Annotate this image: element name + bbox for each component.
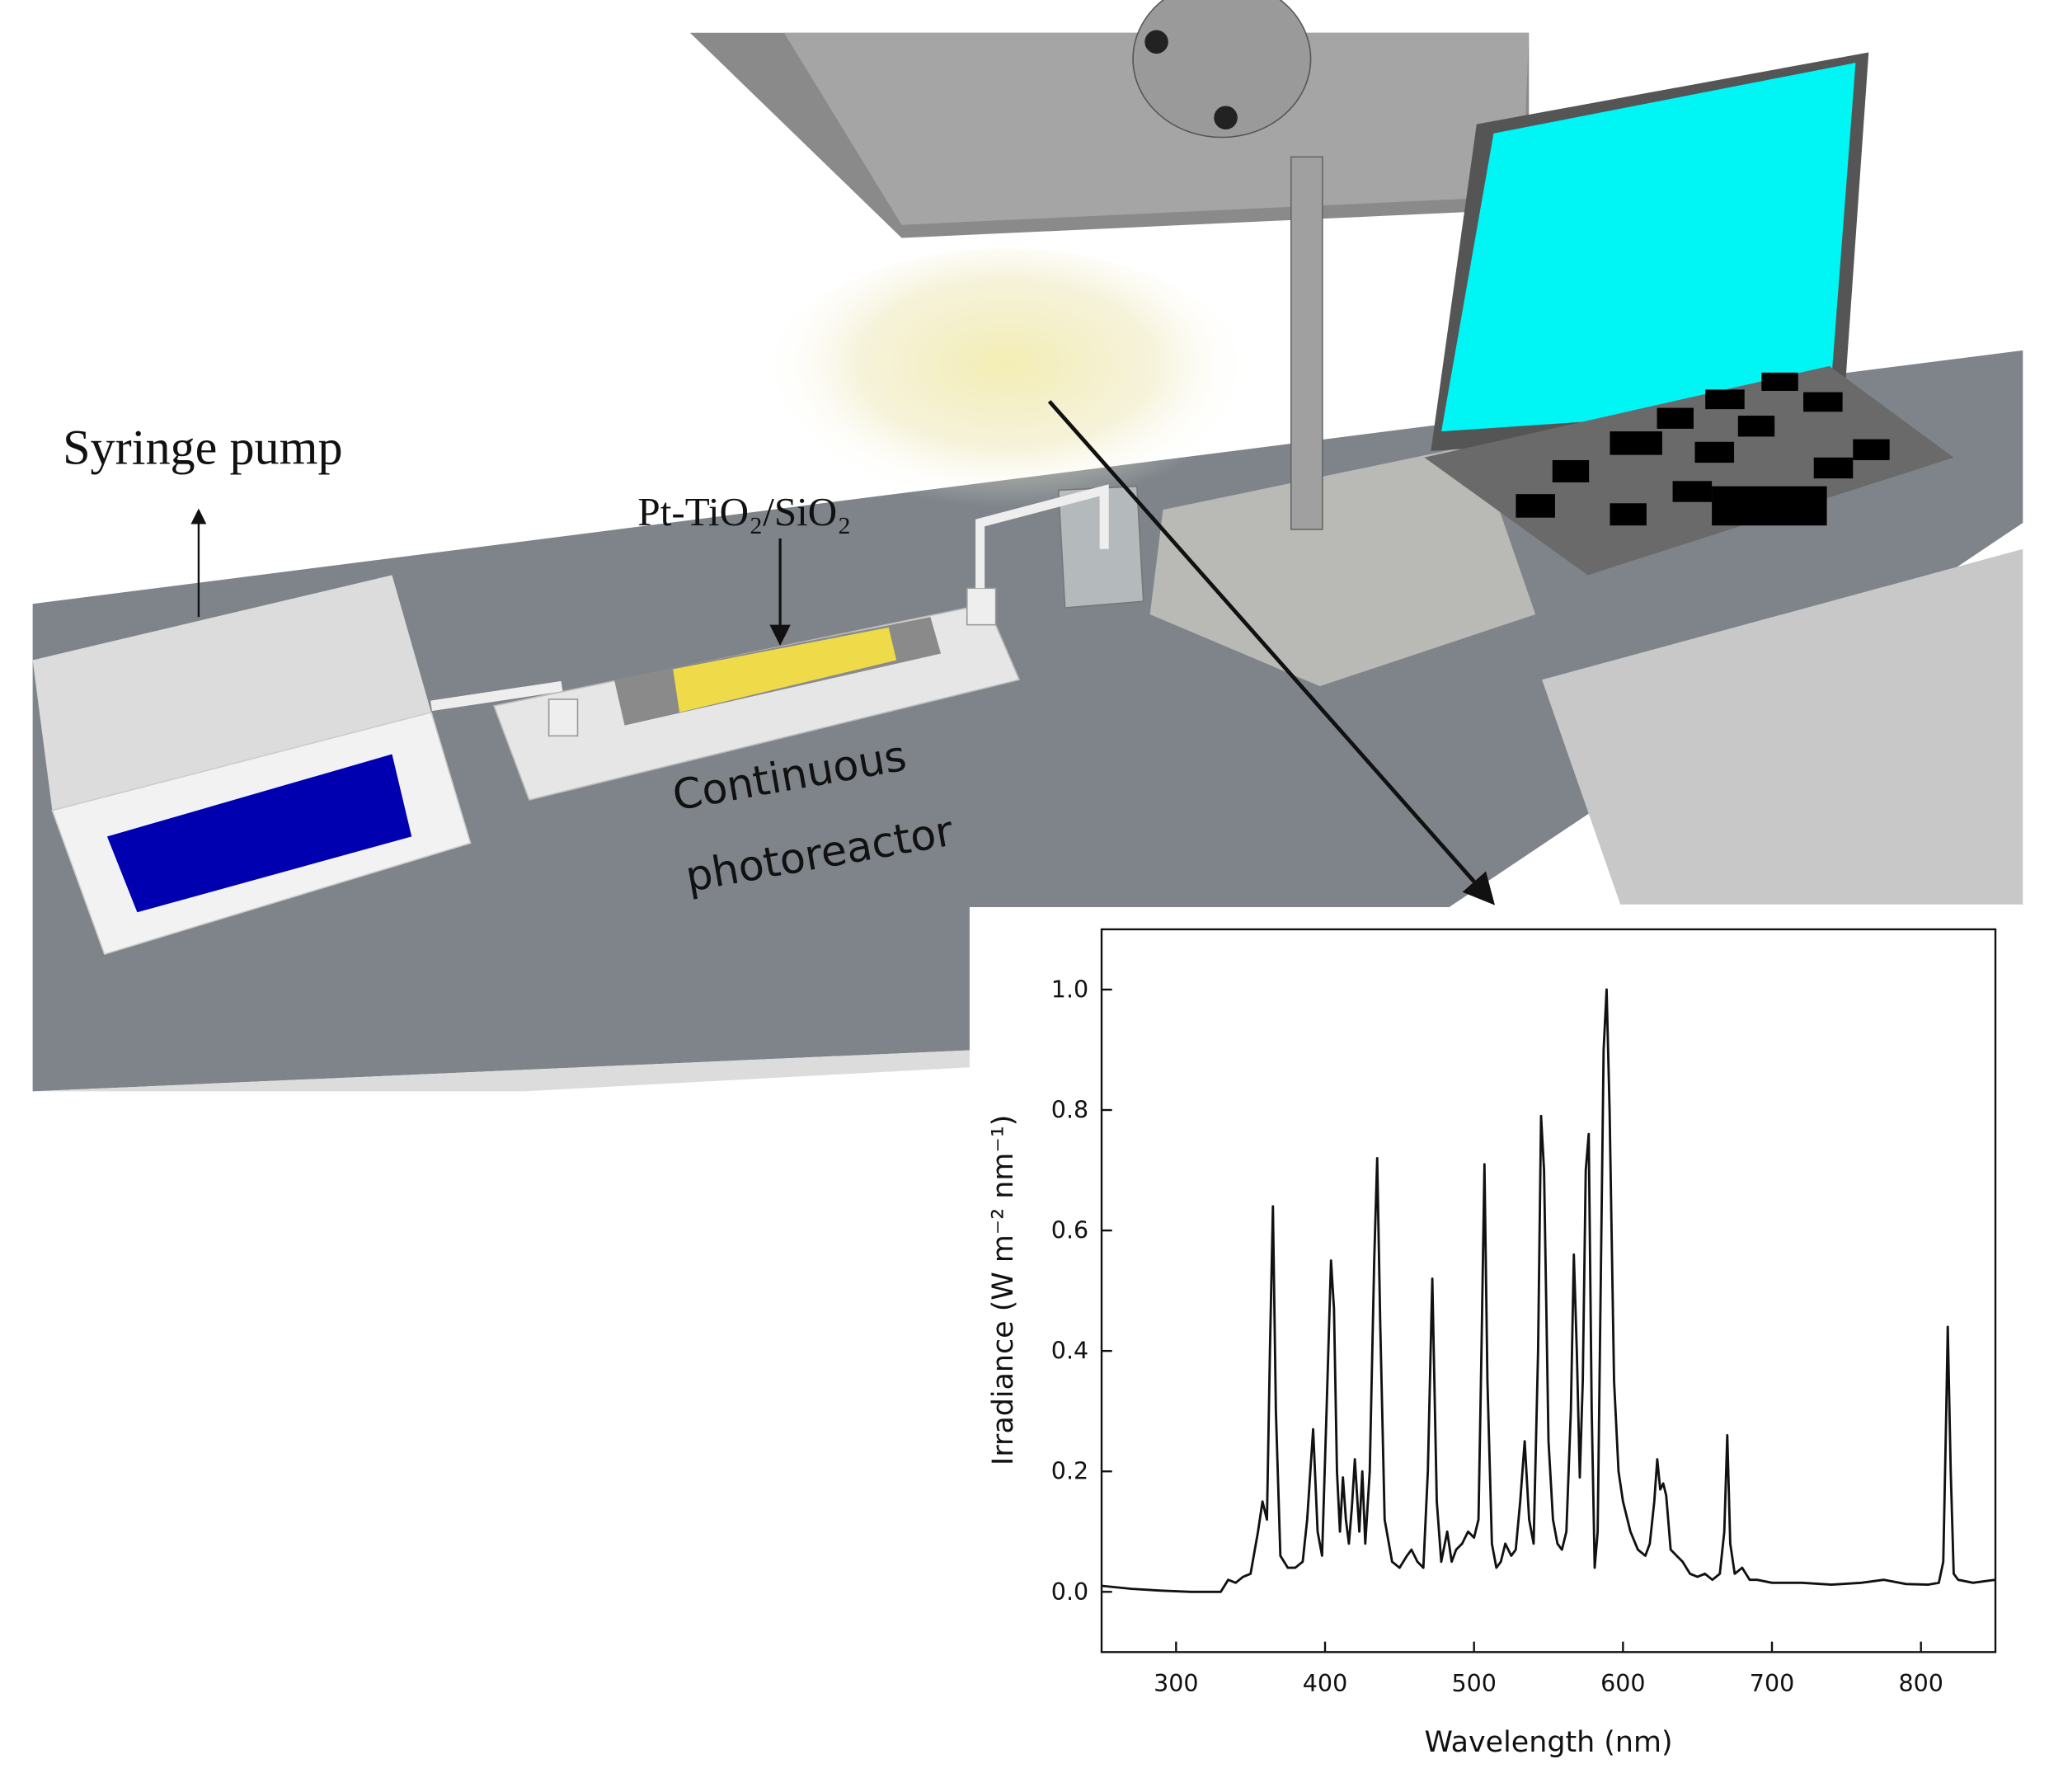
lamp-face (783, 32, 1530, 225)
cabinet (1542, 548, 2023, 905)
catalyst-label: Pt-TiO₂/SiO₂ (637, 489, 851, 534)
y-tick-label: 0.2 (1051, 1458, 1088, 1485)
x-tick-label: 500 (1451, 1670, 1496, 1697)
spectrum-line (1101, 988, 1996, 1593)
laptop-screen (1441, 63, 1856, 432)
x-axis-title: Wavelength (nm) (1424, 1726, 1672, 1759)
x-tick-label: 600 (1600, 1670, 1645, 1697)
y-tick-label: 1.0 (1051, 976, 1088, 1003)
pump-display (106, 754, 412, 913)
x-tick-label: 400 (1303, 1670, 1347, 1697)
tubing (430, 680, 563, 712)
light-beam (758, 248, 1255, 536)
x-tick-label: 800 (1898, 1670, 1943, 1697)
y-tick-label: 0.0 (1051, 1578, 1088, 1606)
spectrum-arrow (1047, 400, 1495, 905)
fitting (547, 698, 579, 737)
stand-rod (1290, 156, 1323, 530)
y-axis-title: Irradiance (W m⁻² nm⁻¹) (987, 1115, 1020, 1465)
pump-top (32, 575, 431, 811)
pump-label: Syringe pump (63, 421, 343, 476)
chart-panel (969, 906, 2049, 1792)
lamp-bolt (1214, 106, 1238, 130)
x-tick-label: 700 (1750, 1670, 1794, 1697)
catalyst-film (673, 627, 897, 713)
keys (1516, 372, 1890, 526)
laptop-base (1424, 365, 1954, 576)
lamp-disk (1132, 0, 1312, 139)
illustration: Syringe pump Pt-TiO₂/SiO₂ Continuous pho… (32, 0, 2023, 1092)
outlet-tube (975, 484, 1109, 589)
x-tick-label: 300 (1154, 1670, 1198, 1697)
plot-frame (1100, 928, 1997, 1653)
y-tick-label: 0.4 (1051, 1338, 1088, 1365)
lamp-bolt (1144, 30, 1168, 54)
bench-top (32, 350, 2023, 1092)
y-tick-label: 0.6 (1051, 1217, 1088, 1244)
fitting (966, 587, 997, 626)
y-tick-label: 0.8 (1051, 1097, 1088, 1124)
